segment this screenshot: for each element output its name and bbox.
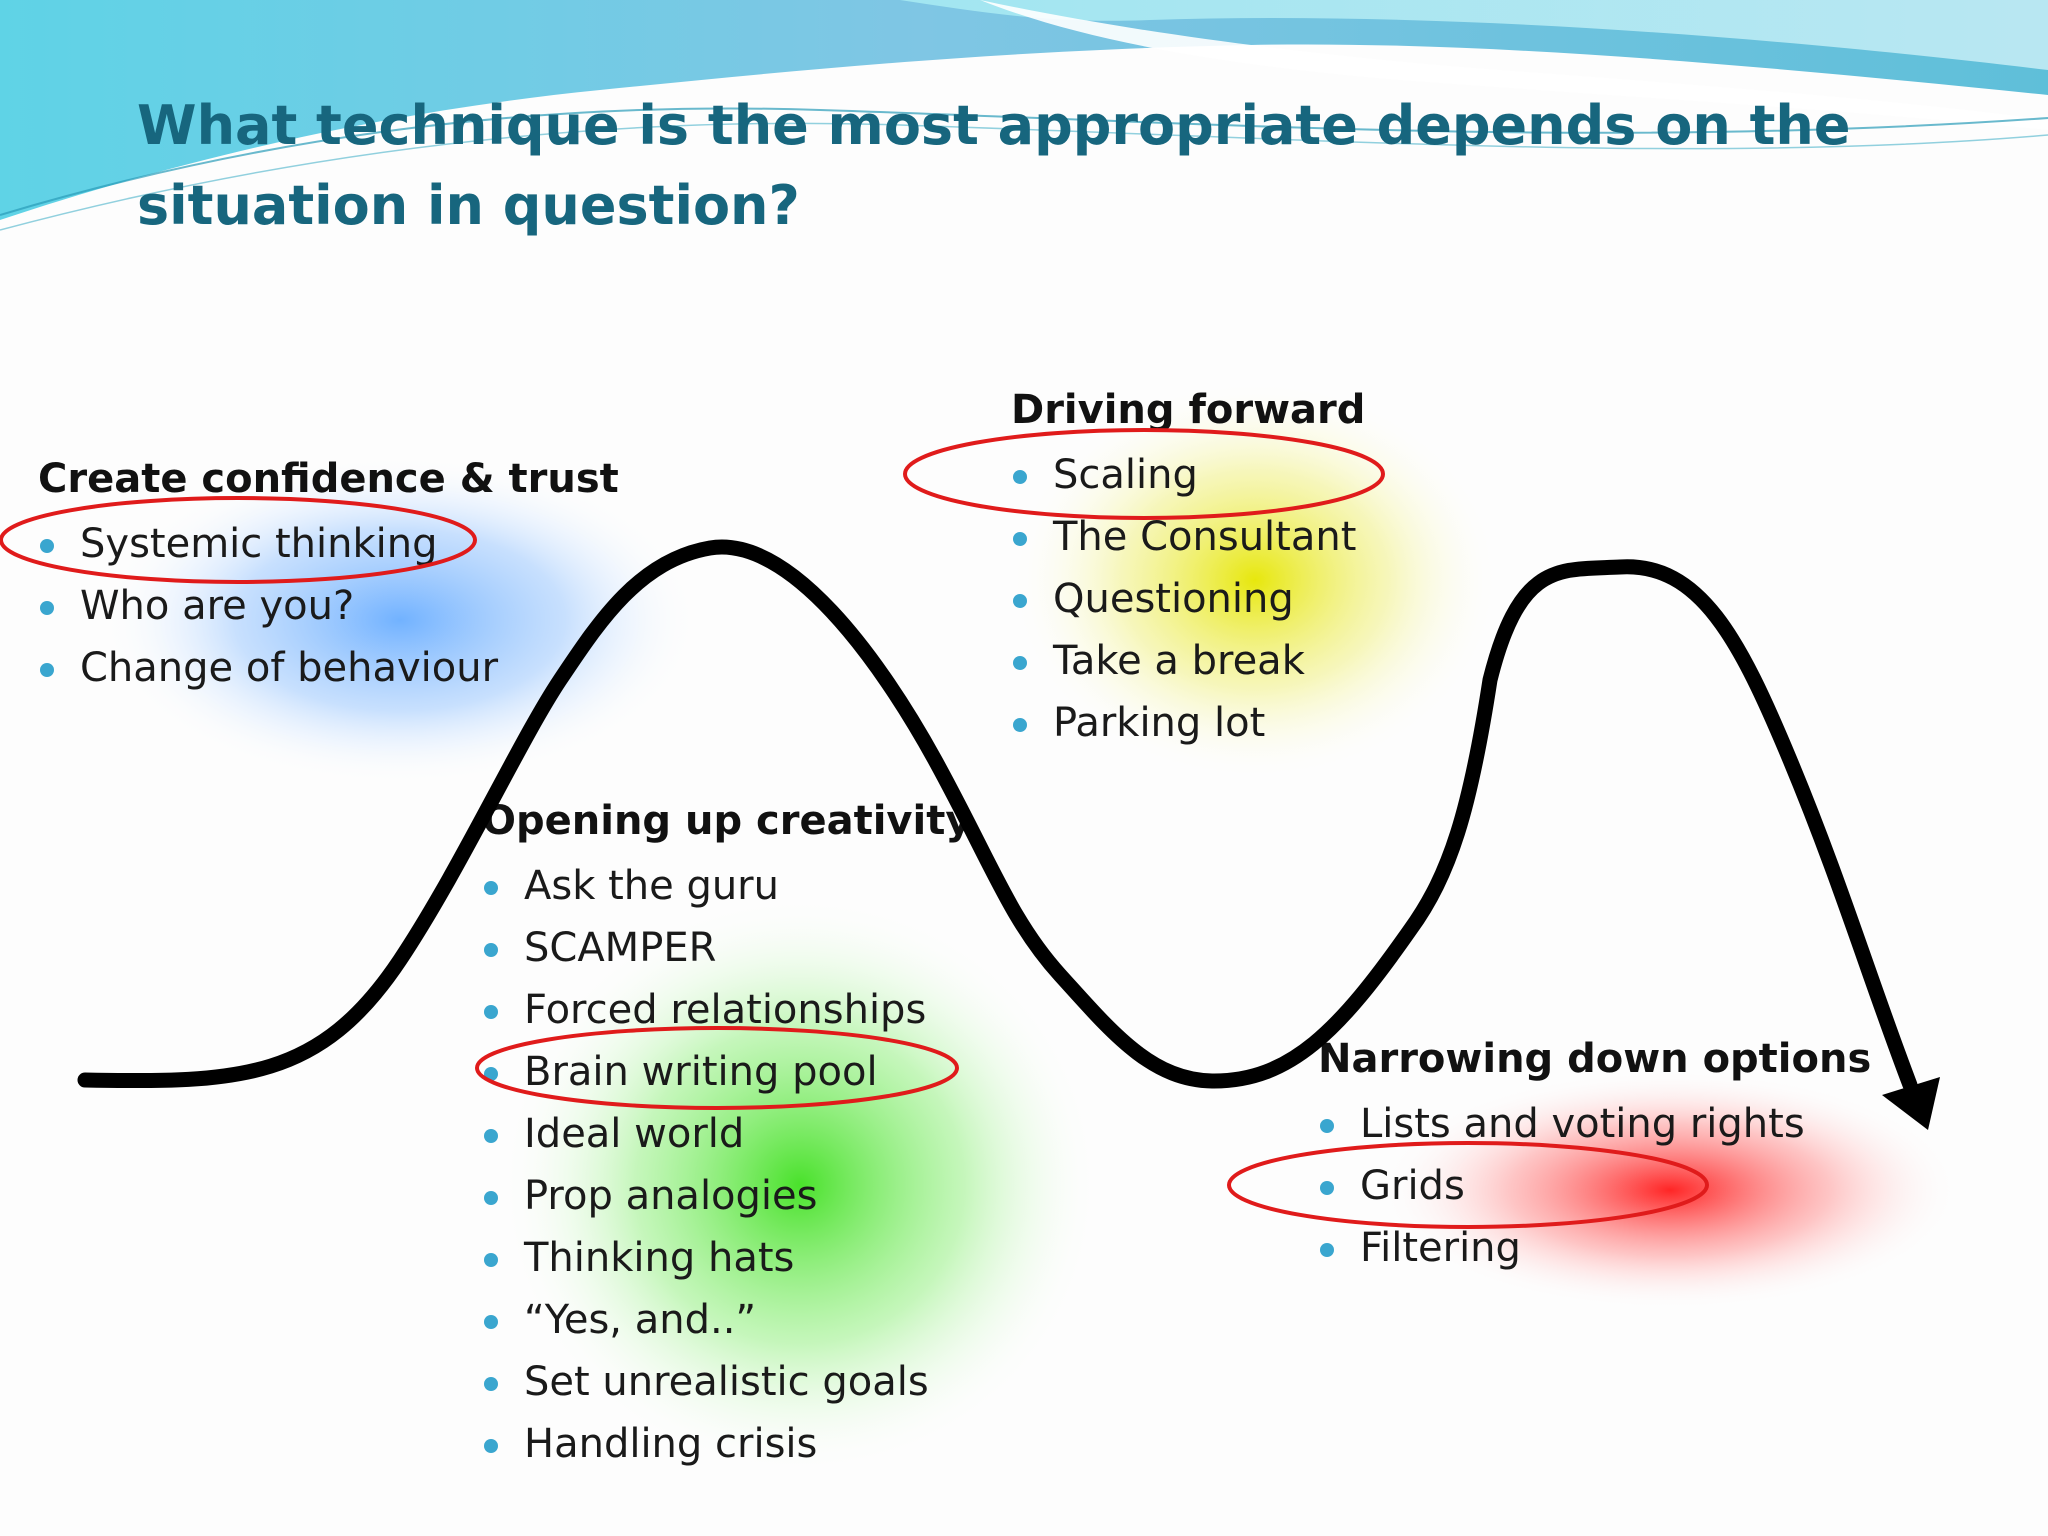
item-label: Take a break <box>1053 638 1305 684</box>
item-label: Questioning <box>1053 576 1294 622</box>
list-item: Thinking hats <box>482 1227 971 1289</box>
list-item: Ideal world <box>482 1103 971 1165</box>
bullet-icon <box>1013 594 1027 608</box>
section-driving-forward: Driving forward Scaling The Consultant Q… <box>1011 386 1365 754</box>
bullet-icon <box>1013 718 1027 732</box>
list-item: “Yes, and..” <box>482 1289 971 1351</box>
highlight-ring <box>903 428 1385 520</box>
creativity-glow <box>500 895 1100 1475</box>
bullet-icon <box>1320 1181 1334 1195</box>
item-label: Grids <box>1360 1163 1465 1209</box>
header-wave-light <box>900 0 2048 70</box>
list-item: Lists and voting rights <box>1318 1093 1871 1155</box>
list-item: Take a break <box>1011 630 1365 692</box>
narrowing-glow <box>1380 1070 1960 1310</box>
technique-list: Lists and voting rights Grids Filtering <box>1318 1093 1871 1279</box>
item-label: Filtering <box>1360 1225 1521 1271</box>
bullet-icon <box>484 1315 498 1329</box>
item-label: Parking lot <box>1053 700 1266 746</box>
item-label: Change of behaviour <box>80 645 499 691</box>
list-item: Filtering <box>1318 1217 1871 1279</box>
item-label: The Consultant <box>1053 514 1357 560</box>
bullet-icon <box>484 881 498 895</box>
bullet-icon <box>1013 656 1027 670</box>
item-label: Handling crisis <box>524 1421 818 1467</box>
bullet-icon <box>1320 1119 1334 1133</box>
item-label: Thinking hats <box>524 1235 795 1281</box>
item-label: Ideal world <box>524 1111 745 1157</box>
bullet-icon <box>40 539 54 553</box>
list-item: Grids <box>1318 1155 1871 1217</box>
list-item: Systemic thinking <box>38 513 619 575</box>
item-label: Lists and voting rights <box>1360 1101 1805 1147</box>
item-label: Scaling <box>1053 452 1198 498</box>
bullet-icon <box>484 1253 498 1267</box>
item-label: SCAMPER <box>524 925 717 971</box>
list-item: Prop analogies <box>482 1165 971 1227</box>
header-wave-white <box>980 0 2048 130</box>
list-item: Parking lot <box>1011 692 1365 754</box>
section-heading: Narrowing down options <box>1318 1036 1872 1082</box>
bullet-icon <box>1013 532 1027 546</box>
bullet-icon <box>484 1377 498 1391</box>
section-heading: Create confidence & trust <box>38 456 619 502</box>
technique-list: Systemic thinking Who are you? Change of… <box>38 513 619 699</box>
section-create-confidence: Create confidence & trust Systemic think… <box>38 455 619 699</box>
item-label: Ask the guru <box>524 863 779 909</box>
list-item: Questioning <box>1011 568 1365 630</box>
bullet-icon <box>40 601 54 615</box>
bullet-icon <box>484 943 498 957</box>
list-item: SCAMPER <box>482 917 971 979</box>
item-label: “Yes, and..” <box>524 1297 757 1343</box>
list-item: Scaling <box>1011 444 1365 506</box>
technique-list: Ask the guru SCAMPER Forced relationship… <box>482 855 971 1475</box>
header-wave-shape <box>0 0 2048 220</box>
section-heading: Driving forward <box>1011 387 1366 433</box>
highlight-ring <box>0 496 477 584</box>
driving-glow <box>1010 380 1500 780</box>
process-curve <box>77 539 1918 1093</box>
highlight-ring <box>1227 1141 1709 1229</box>
item-label: Systemic thinking <box>80 521 438 567</box>
list-item: Handling crisis <box>482 1413 971 1475</box>
list-item: Change of behaviour <box>38 637 619 699</box>
bullet-icon <box>40 663 54 677</box>
bullet-icon <box>484 1439 498 1453</box>
item-label: Brain writing pool <box>524 1049 878 1095</box>
item-label: Who are you? <box>80 583 355 629</box>
bullet-icon <box>484 1005 498 1019</box>
bullet-icon <box>484 1129 498 1143</box>
curve-arrowhead <box>1882 1077 1940 1130</box>
header-wave-line <box>0 107 2048 216</box>
list-item: The Consultant <box>1011 506 1365 568</box>
list-item: Who are you? <box>38 575 619 637</box>
bullet-icon <box>1013 470 1027 484</box>
list-item: Ask the guru <box>482 855 971 917</box>
slide-title: What technique is the most appropriate d… <box>137 94 1851 237</box>
list-item: Brain writing pool <box>482 1041 971 1103</box>
technique-list: Scaling The Consultant Questioning Take … <box>1011 444 1365 754</box>
item-label: Set unrealistic goals <box>524 1359 929 1405</box>
header-wave-line <box>0 122 2048 231</box>
item-label: Forced relationships <box>524 987 927 1033</box>
bullet-icon <box>484 1191 498 1205</box>
section-opening-creativity: Opening up creativity Ask the guru SCAMP… <box>482 797 971 1475</box>
list-item: Forced relationships <box>482 979 971 1041</box>
bullet-icon <box>1320 1243 1334 1257</box>
highlight-ring <box>475 1026 959 1110</box>
list-item: Set unrealistic goals <box>482 1351 971 1413</box>
section-narrowing-down: Narrowing down options Lists and voting … <box>1318 1035 1871 1279</box>
item-label: Prop analogies <box>524 1173 818 1219</box>
section-heading: Opening up creativity <box>482 798 972 844</box>
